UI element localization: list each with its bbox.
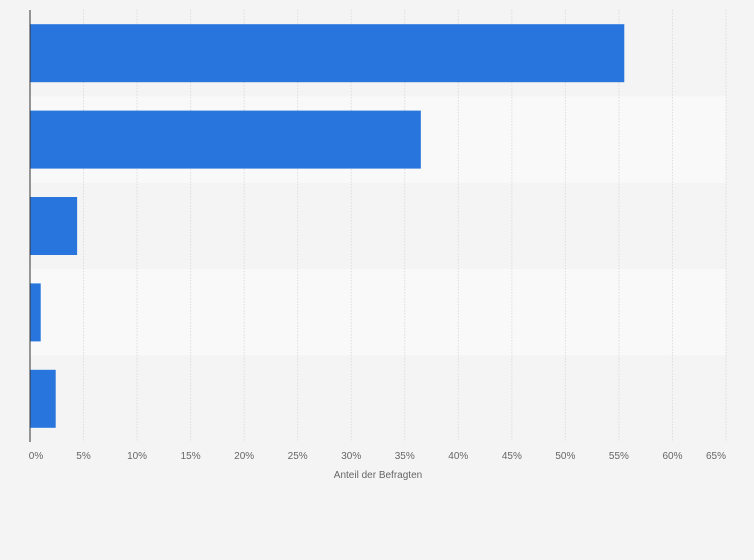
row-band — [30, 355, 726, 442]
x-axis-ticks: 0% 5% 10% 15% 20% 25% 30% 35% 40% 45% 50% 55% 60% 65% — [29, 451, 726, 462]
x-tick-label: 35% — [395, 451, 415, 462]
bar — [30, 369, 56, 428]
bar — [30, 24, 625, 83]
x-tick-label: 40% — [448, 451, 468, 462]
x-tick-label: 45% — [502, 451, 522, 462]
bar — [30, 110, 421, 169]
bars — [30, 24, 625, 428]
x-tick-label: 5% — [76, 451, 91, 462]
bar — [30, 283, 41, 342]
x-tick-label: 55% — [609, 451, 629, 462]
x-tick-label: 30% — [341, 451, 361, 462]
row-band — [30, 182, 726, 270]
x-tick-label: 60% — [662, 451, 682, 462]
x-axis-title: Anteil der Befragten — [334, 470, 422, 481]
row-band — [30, 269, 726, 356]
x-tick-label: 25% — [288, 451, 308, 462]
x-tick-label: 50% — [555, 451, 575, 462]
bar — [30, 197, 78, 255]
x-tick-label: 10% — [127, 451, 147, 462]
x-tick-label: 0% — [29, 451, 44, 462]
x-tick-label: 15% — [181, 451, 201, 462]
x-tick-label: 65% — [706, 451, 726, 462]
x-tick-label: 20% — [234, 451, 254, 462]
